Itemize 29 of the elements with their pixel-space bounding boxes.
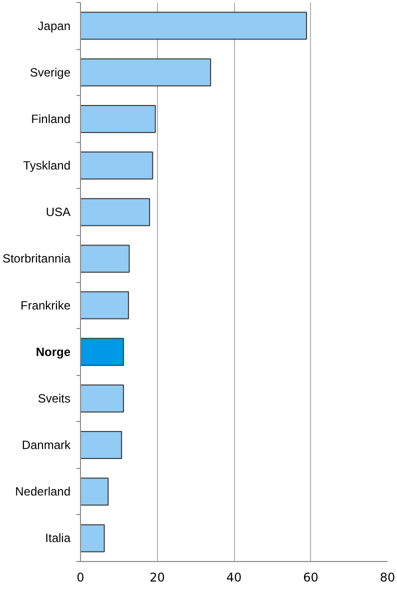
x-tick-label: 20 (150, 570, 165, 584)
x-tick-label: 80 (380, 570, 396, 584)
y-tick-label: Sveits (38, 391, 71, 406)
bar (80, 58, 212, 86)
bar (80, 198, 150, 226)
x-tick-label: 40 (226, 570, 242, 584)
bar (80, 384, 124, 412)
y-tick-label: Storbritannia (2, 252, 71, 266)
y-tick-label: Tyskland (23, 158, 71, 173)
y-tick-label: Sverige (30, 65, 71, 80)
y-tick-label: Italia (45, 531, 71, 546)
bar (80, 291, 129, 320)
bar (80, 478, 109, 506)
y-tick-label: Nederland (15, 484, 71, 499)
bar (80, 152, 154, 180)
bar (80, 431, 122, 460)
bar (80, 104, 156, 133)
y-tick-label: Danmark (22, 438, 72, 452)
y-tick-label: Japan (38, 18, 71, 33)
y-tick-label: Finland (31, 112, 70, 126)
x-tick-label: 60 (303, 570, 318, 584)
bar (80, 12, 308, 40)
bar (80, 244, 130, 273)
y-tick-label: USA (46, 205, 71, 220)
y-tick-label: Frankrike (20, 298, 71, 312)
x-tick-label: 0 (76, 570, 84, 584)
bar (80, 524, 105, 552)
y-tick-label: Norge (36, 344, 71, 359)
bar (80, 338, 124, 366)
